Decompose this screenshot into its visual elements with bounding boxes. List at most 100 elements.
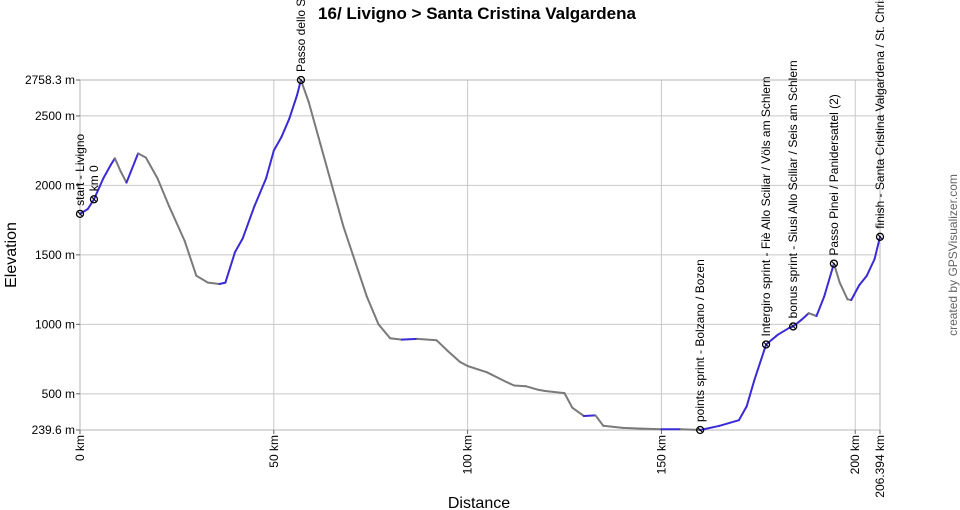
waypoint-marker-cross	[877, 234, 883, 240]
waypoint-marker-cross	[790, 324, 796, 329]
profile-segment	[389, 337, 403, 341]
y-axis-label: Elevation	[3, 222, 20, 288]
waypoint-marker-cross	[91, 196, 97, 202]
y-tick-label: 2758.3 m	[25, 73, 75, 87]
credit-text: created by GPSVisualizer.com	[946, 174, 960, 336]
x-tick-label: 0 km	[73, 435, 87, 461]
profile-segment	[156, 177, 171, 208]
profile-segment	[79, 208, 89, 215]
profile-segment	[582, 414, 597, 417]
y-tick-label: 500 m	[42, 387, 75, 401]
waypoint-label: Passo dello Stelvio	[294, 0, 308, 72]
profile-segment	[307, 101, 322, 145]
profile-segment	[765, 333, 779, 346]
waypoint-marker-cross	[298, 77, 304, 83]
profile-segment	[265, 149, 275, 180]
profile-segment	[792, 319, 802, 328]
waypoint-label: bonus sprint - Siusi Allo Sciliar / Seis…	[786, 60, 800, 318]
waypoint-marker	[296, 75, 306, 85]
profile-segment	[288, 94, 299, 120]
waypoint-label: finish - Santa Cristina Valgardena / St.…	[873, 0, 887, 229]
waypoint-label: Passo Pinei / Panidersattel (2)	[827, 94, 841, 255]
profile-segment	[466, 365, 488, 374]
y-tick-label: 1000 m	[35, 317, 75, 331]
waypoint-marker	[696, 425, 705, 435]
x-tick-label: 206.394 km	[873, 435, 887, 498]
profile-segment	[125, 152, 140, 184]
profile-segment	[330, 184, 345, 229]
profile-segment	[234, 237, 244, 254]
profile-segment	[536, 388, 547, 392]
profile-segment	[400, 337, 419, 341]
profile-segment	[183, 240, 198, 277]
profile-segment	[865, 258, 876, 277]
y-tick-label: 2500 m	[35, 109, 75, 123]
waypoint-marker-cross	[831, 261, 837, 266]
profile-segment	[253, 177, 268, 208]
waypoint-marker	[875, 232, 885, 241]
profile-segment	[144, 156, 159, 180]
profile-segment	[800, 312, 810, 322]
profile-segment	[435, 339, 450, 353]
waypoint-label: Intergiro sprint - Fiè Allo Sciliar / Vö…	[759, 76, 773, 336]
profile-segment	[342, 226, 357, 263]
profile-segment	[86, 198, 95, 210]
profile-segment	[850, 284, 861, 301]
waypoint-marker	[829, 259, 839, 268]
profile-segment	[458, 360, 469, 367]
profile-segment	[218, 281, 227, 285]
profile-segment	[119, 170, 128, 184]
profile-segment	[272, 135, 283, 152]
profile-segment	[195, 274, 209, 284]
profile-segment	[102, 163, 112, 180]
waypoint-marker	[761, 340, 771, 349]
profile-segment	[168, 205, 186, 242]
waypoint-marker	[75, 209, 85, 219]
profile-segment	[447, 350, 461, 363]
profile-segment	[206, 281, 221, 285]
profile-segment	[280, 117, 291, 138]
profile-segment	[365, 295, 380, 326]
x-tick-label: 50 km	[267, 435, 281, 468]
profile-segment	[137, 152, 147, 159]
y-axis-ticks: 239.6 m 500 m 1000 m 1500 m 2000 m 2500 m 2758…	[25, 73, 80, 437]
waypoint-label: start - Livigno	[73, 134, 87, 206]
profile-segment	[377, 323, 392, 340]
waypoint-label: km 0	[87, 165, 101, 191]
profile-segment	[296, 79, 302, 96]
profile-segment	[505, 381, 516, 387]
profile-segment	[858, 274, 868, 287]
profile-segment	[807, 312, 818, 317]
profile-segment	[319, 142, 333, 187]
waypoint-marker-cross	[77, 211, 83, 217]
waypoint-marker-cross	[697, 427, 703, 433]
profile-segment	[524, 385, 539, 391]
x-tick-label: 100 km	[461, 435, 475, 474]
x-tick-label: 150 km	[654, 435, 668, 474]
profile-segment	[776, 326, 791, 336]
waypoint-marker	[789, 322, 798, 331]
y-tick-label: 1500 m	[35, 248, 75, 262]
profile-segment	[416, 337, 438, 342]
profile-segment	[486, 371, 508, 383]
y-tick-label: 2000 m	[35, 178, 75, 192]
profile-segment	[563, 392, 574, 409]
x-tick-label: 200 km	[848, 435, 862, 474]
profile-segment	[621, 426, 643, 430]
profile-segment	[544, 390, 566, 395]
waypoint-marker	[89, 195, 99, 204]
profile-segment	[823, 262, 835, 298]
x-axis-label: Distance	[448, 495, 510, 510]
x-axis-ticks: 0 km 50 km 100 km 150 km 200 km 206.394 km	[73, 430, 887, 498]
profile-segment	[241, 205, 256, 240]
profile-segment	[753, 343, 768, 381]
profile-segment	[718, 419, 740, 427]
y-tick-label: 239.6 m	[32, 423, 75, 437]
profile-segment	[513, 384, 527, 388]
profile-segment	[594, 414, 605, 427]
profile-segment	[602, 424, 624, 429]
waypoint-markers: start - Livigno km 0 Passo dello Stelvio po…	[73, 0, 887, 435]
profile-segment	[815, 295, 826, 317]
waypoint-marker-cross	[763, 342, 769, 347]
